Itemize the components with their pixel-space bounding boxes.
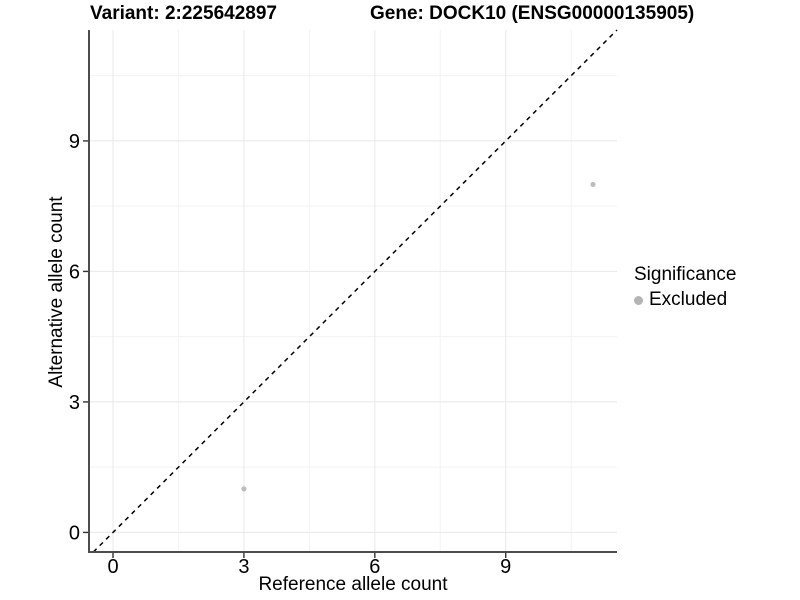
y-tick-label: 0: [69, 522, 80, 544]
data-point: [241, 486, 247, 492]
legend-title: Significance: [634, 264, 737, 285]
x-tick-label: 0: [107, 556, 118, 578]
x-axis-label: Reference allele count: [258, 574, 448, 595]
data-point: [590, 181, 596, 188]
legend-item-excluded: Excluded: [634, 289, 736, 311]
identity-dashed-line: [92, 29, 618, 553]
y-tick-label: 6: [69, 261, 80, 283]
x-tick-label: 3: [238, 556, 249, 578]
legend-item-label: Excluded: [649, 289, 728, 310]
circle-marker-icon: [634, 295, 643, 305]
y-tick-label: 3: [69, 392, 80, 414]
x-tick-label: 9: [500, 556, 511, 578]
variant-title: Variant: 2:225642897: [90, 3, 277, 24]
gene-title: Gene: DOCK10 (ENSG00000135905): [370, 3, 695, 24]
y-tick-label: 9: [69, 131, 80, 153]
y-axis-label: Alternative allele count: [46, 196, 67, 388]
legend: Significance Excluded: [634, 264, 736, 311]
x-tick-label: 6: [369, 556, 380, 578]
